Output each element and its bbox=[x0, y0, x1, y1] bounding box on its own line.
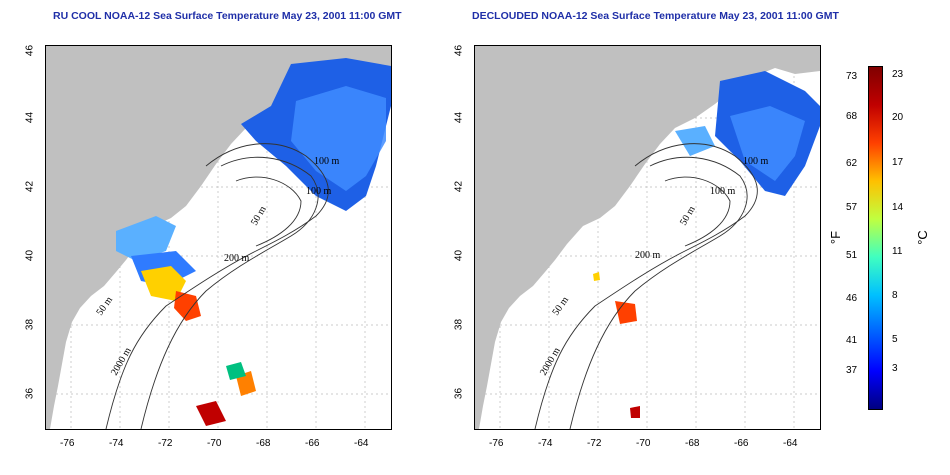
lon-tick: -76 bbox=[60, 438, 75, 449]
isobath-label-100b: 100 m bbox=[306, 186, 332, 197]
lat-tick: 40 bbox=[24, 249, 36, 262]
isobath-label-50b: 50 m bbox=[94, 295, 115, 318]
lon-tick: -64 bbox=[783, 438, 798, 449]
colorbar bbox=[868, 66, 883, 410]
lat-tick: 38 bbox=[453, 318, 465, 331]
cb-c-tick: 3 bbox=[892, 363, 898, 374]
sst-blue-right bbox=[675, 71, 820, 196]
cb-f-tick: 62 bbox=[846, 158, 858, 169]
lat-tick: 42 bbox=[453, 180, 465, 193]
lat-tick: 40 bbox=[453, 249, 465, 262]
cb-c-tick: 20 bbox=[892, 112, 904, 123]
cb-f-tick: 51 bbox=[846, 250, 858, 261]
isobath-label-50a: 50 m bbox=[249, 204, 269, 227]
land-left bbox=[46, 46, 391, 429]
lat-tick: 44 bbox=[453, 111, 465, 124]
title-right: DECLOUDED NOAA-12 Sea Surface Temperatur… bbox=[472, 10, 839, 22]
fahrenheit-unit: °F bbox=[828, 230, 844, 245]
lon-tick: -74 bbox=[538, 438, 553, 449]
map-right-svg: 200 m 100 m 100 m 50 m 50 m 2000 m bbox=[475, 46, 820, 429]
sst-warm-left bbox=[141, 266, 256, 426]
lon-tick: -66 bbox=[305, 438, 320, 449]
cb-c-tick: 11 bbox=[892, 246, 903, 257]
cb-f-tick: 73 bbox=[846, 71, 858, 82]
isobath-label-100a-r: 100 m bbox=[743, 156, 769, 167]
cb-f-tick: 37 bbox=[846, 365, 858, 376]
cb-c-tick: 14 bbox=[892, 202, 904, 213]
lon-tick: -70 bbox=[207, 438, 222, 449]
lat-tick: 44 bbox=[24, 111, 36, 124]
land-right bbox=[475, 46, 820, 429]
isobath-label-50b-r: 50 m bbox=[550, 295, 571, 318]
map-panel-right: 200 m 100 m 100 m 50 m 50 m 2000 m bbox=[474, 45, 821, 430]
lon-tick: -64 bbox=[354, 438, 369, 449]
lon-tick: -72 bbox=[158, 438, 173, 449]
cb-f-tick: 68 bbox=[846, 111, 858, 122]
title-left: RU COOL NOAA-12 Sea Surface Temperature … bbox=[53, 10, 402, 22]
sst-blue-left bbox=[116, 58, 391, 286]
isobath-label-100a: 100 m bbox=[314, 156, 340, 167]
lon-tick: -72 bbox=[587, 438, 602, 449]
cb-c-tick: 8 bbox=[892, 290, 898, 301]
lat-tick: 36 bbox=[24, 387, 36, 400]
lat-tick: 46 bbox=[24, 44, 36, 57]
isobath-label-2000-r: 2000 m bbox=[538, 346, 563, 378]
sst-warm-right bbox=[593, 272, 640, 418]
cb-c-tick: 5 bbox=[892, 334, 898, 345]
cb-f-tick: 46 bbox=[846, 293, 858, 304]
lat-tick: 38 bbox=[24, 318, 36, 331]
lon-tick: -68 bbox=[256, 438, 271, 449]
isobath-label-200-r: 200 m bbox=[635, 250, 661, 261]
celsius-unit: °C bbox=[914, 230, 930, 245]
cb-c-tick: 23 bbox=[892, 69, 904, 80]
cb-c-tick: 17 bbox=[892, 157, 904, 168]
cb-f-tick: 41 bbox=[846, 335, 858, 346]
isobath-label-200: 200 m bbox=[224, 253, 250, 264]
isobaths-right bbox=[534, 143, 758, 429]
lat-tick: 42 bbox=[24, 180, 36, 193]
lat-tick: 46 bbox=[453, 44, 465, 57]
lon-tick: -68 bbox=[685, 438, 700, 449]
isobath-label-50a-r: 50 m bbox=[678, 204, 698, 227]
lon-tick: -70 bbox=[636, 438, 651, 449]
lat-tick: 36 bbox=[453, 387, 465, 400]
isobath-label-100b-r: 100 m bbox=[710, 186, 736, 197]
map-left-svg: 200 m 100 m 100 m 50 m 50 m 2000 m bbox=[46, 46, 391, 429]
cb-f-tick: 57 bbox=[846, 202, 858, 213]
isobaths-left bbox=[105, 143, 329, 429]
isobath-label-2000: 2000 m bbox=[109, 346, 134, 378]
lon-tick: -74 bbox=[109, 438, 124, 449]
lon-tick: -66 bbox=[734, 438, 749, 449]
lon-tick: -76 bbox=[489, 438, 504, 449]
map-panel-left: 200 m 100 m 100 m 50 m 50 m 2000 m bbox=[45, 45, 392, 430]
